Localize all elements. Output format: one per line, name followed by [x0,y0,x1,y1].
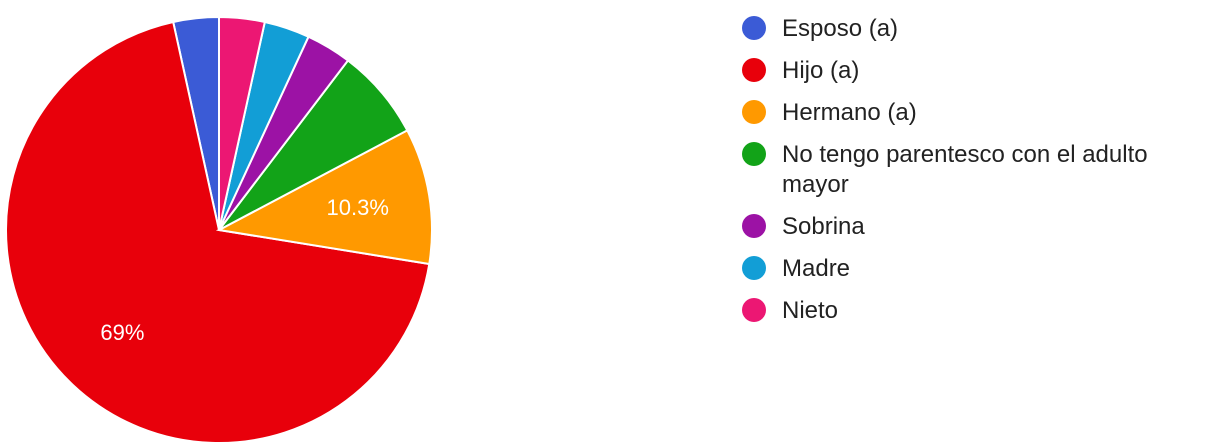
legend-item[interactable]: Esposo (a) [742,14,1212,44]
pie-slice-3[interactable] [215,128,433,266]
legend-label: Hermano (a) [782,99,917,126]
slice-data-label: 69% [100,320,144,345]
pie-slice-7[interactable] [218,15,267,231]
legend-swatch-icon [742,298,766,322]
pie-slice-2[interactable] [5,20,431,443]
legend-label: Esposo (a) [782,15,899,42]
legend-label: Hijo (a) [782,57,860,84]
legend-item[interactable]: Hijo (a) [742,56,1212,86]
legend-item[interactable]: Hermano (a) [742,98,1212,128]
legend-swatch-icon [742,142,766,166]
pie-svg: 69% 10.3% [5,15,433,443]
slice-data-label: 10.3% [327,195,389,220]
legend-swatch-icon [742,100,766,124]
legend-label: No tengo parentesco con el adulto mayor [782,141,1148,198]
legend-swatch-icon [742,16,766,40]
legend: Esposo (a) Hijo (a) Hermano (a) No tengo pa… [742,14,1212,338]
legend-item[interactable]: No tengo parentesco con el adulto mayor [742,140,1212,200]
legend-item[interactable]: Madre [742,254,1212,284]
legend-swatch-icon [742,214,766,238]
legend-label: Nieto [782,297,839,324]
legend-swatch-icon [742,58,766,82]
legend-item[interactable]: Sobrina [742,212,1212,242]
legend-swatch-icon [742,256,766,280]
legend-label: Madre [782,255,851,282]
legend-item[interactable]: Nieto [742,296,1212,326]
legend-label: Sobrina [782,213,865,240]
